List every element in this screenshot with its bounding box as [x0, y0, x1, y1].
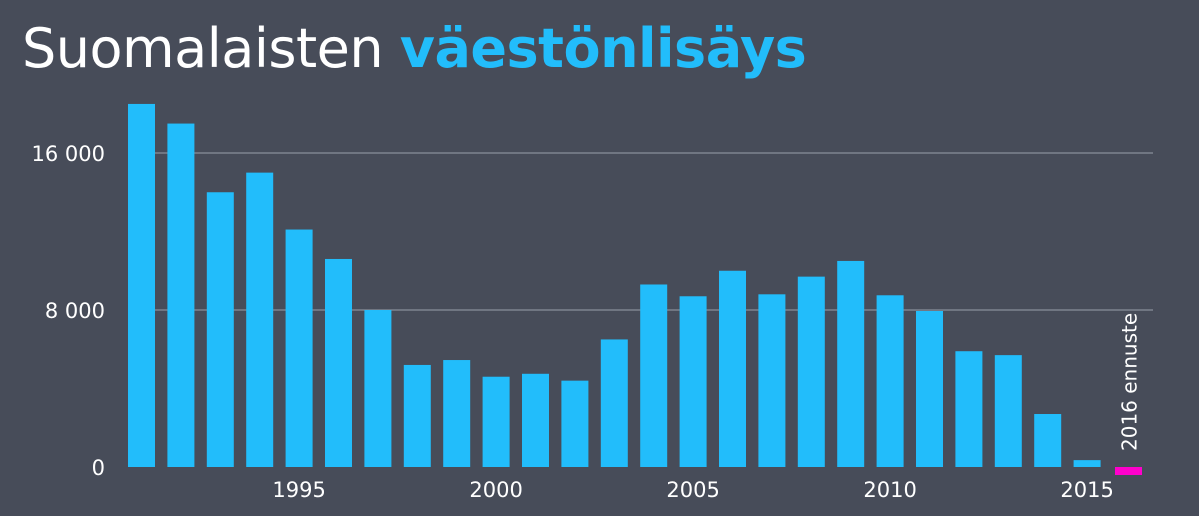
bar [285, 229, 313, 467]
y-tick-label: 8 000 [45, 299, 105, 323]
bar [955, 351, 983, 467]
bar [797, 276, 825, 467]
bar [364, 310, 392, 467]
bar [206, 192, 234, 467]
forecast-bar [1115, 467, 1142, 475]
x-tick-label: 2005 [666, 478, 719, 502]
bar [837, 260, 865, 467]
bar [994, 355, 1022, 467]
bar [246, 172, 274, 467]
bar [1073, 460, 1101, 467]
bar [128, 103, 155, 467]
bar [167, 123, 195, 467]
title-part2: väestönlisäys [399, 17, 807, 80]
x-tick-label: 1995 [272, 478, 325, 502]
bar [758, 294, 786, 467]
y-tick-label: 16 000 [32, 142, 105, 166]
x-tick-label: 2015 [1060, 478, 1113, 502]
bar [640, 284, 668, 467]
bar [600, 339, 628, 467]
x-tick-label: 2000 [469, 478, 522, 502]
forecast-label: 2016 ennuste [1118, 313, 1142, 451]
bar [1034, 414, 1062, 467]
bar [876, 295, 904, 467]
bar [403, 364, 431, 467]
bar [443, 360, 471, 467]
chart-title: Suomalaisten väestönlisäys [22, 14, 807, 84]
bar [522, 373, 549, 467]
bar [719, 270, 746, 467]
bar [482, 376, 510, 467]
y-tick-label: 0 [92, 456, 105, 480]
x-tick-label: 2010 [863, 478, 916, 502]
bar [561, 380, 589, 467]
bar [325, 258, 352, 467]
bar [916, 310, 943, 467]
bar [679, 296, 707, 467]
title-part1: Suomalaisten [22, 17, 384, 80]
